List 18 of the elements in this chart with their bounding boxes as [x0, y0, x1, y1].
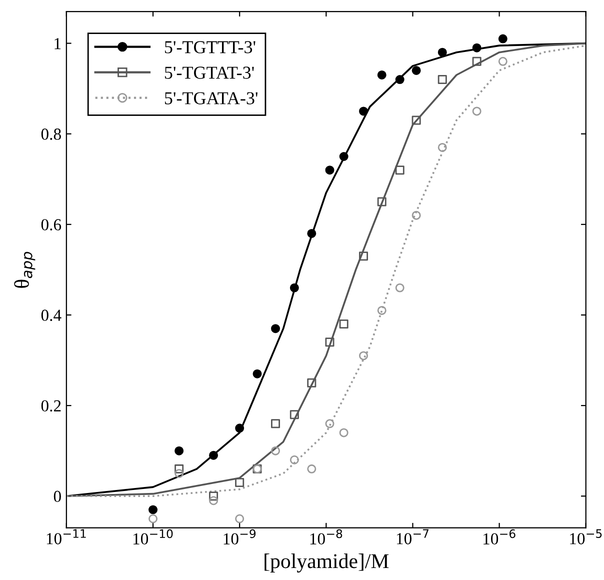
legend-label: 5'-TGTTT-3'	[164, 41, 256, 54]
x-tick-label: 10$^{−10}$	[133, 529, 173, 544]
y-tick-label: 0.8	[41, 128, 61, 140]
y-tick-label: 0.4	[41, 310, 62, 321]
y-tick-label: 0.2	[41, 400, 61, 412]
x-tick-label: 10$^{−7}$	[396, 529, 429, 544]
x-tick-label: 10$^{−8}$	[310, 529, 342, 544]
x-tick-label: 10$^{−9}$	[224, 529, 256, 544]
x-tick-label: 10$^{−6}$	[484, 529, 516, 544]
y-axis-title: θ$_{app}$	[14, 252, 36, 288]
y-tick-label: 1	[54, 38, 61, 50]
x-tick-label: 10$^{−11}$	[46, 529, 86, 544]
y-tick-label: 0	[54, 490, 61, 502]
y-tick-label: 0.6	[41, 219, 62, 230]
legend-label: 5'-TGATA-3'	[164, 92, 258, 104]
legend-label: 5'-TGTAT-3'	[164, 66, 254, 79]
x-tick-label: 10$^{−5}$	[570, 529, 602, 544]
x-axis-title: [polyamide]/M	[264, 554, 389, 572]
